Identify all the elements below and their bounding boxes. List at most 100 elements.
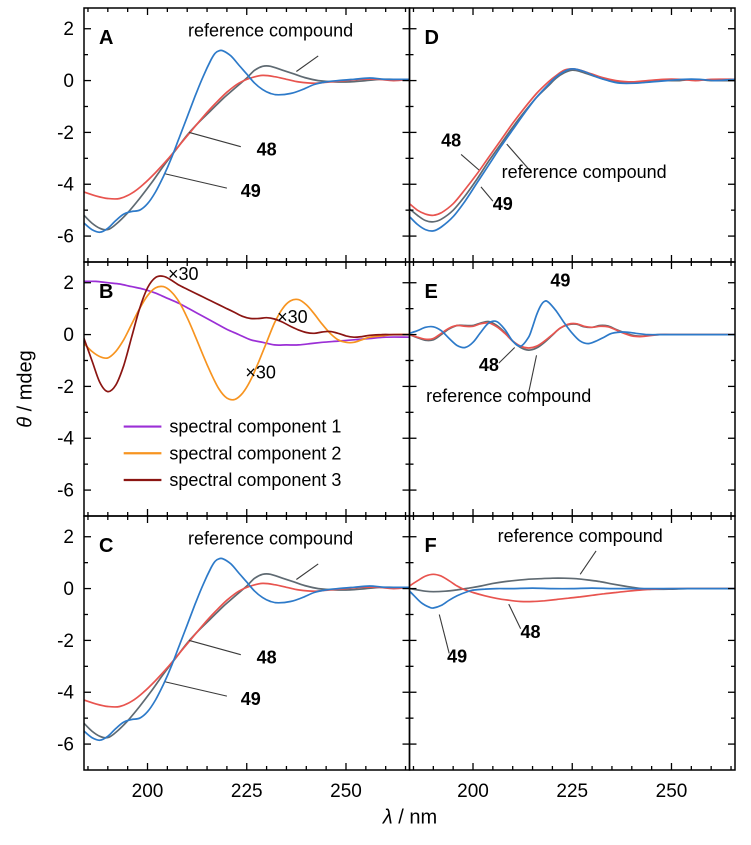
legend-label-3: spectral component 3	[169, 470, 341, 490]
panel-A-curves	[84, 49, 410, 234]
panel-E-ticks	[409, 262, 735, 516]
panel-letter-E: E	[425, 281, 438, 303]
annotation-leader-48	[189, 639, 241, 656]
panel-letter-F: F	[425, 535, 437, 557]
annotation-49: 49	[493, 194, 513, 214]
panel-A-frame	[83, 7, 411, 263]
y-tick-label: -6	[57, 735, 74, 756]
y-tick-label: -2	[57, 377, 74, 398]
annotation-48: 48	[257, 648, 277, 668]
series-49-curve	[409, 300, 735, 349]
annotation-leader-48	[189, 131, 241, 148]
panel-C-frame	[83, 515, 411, 771]
panel-F-frame	[408, 515, 736, 771]
panel-A-ticks	[84, 8, 410, 262]
series-49-curve	[409, 68, 735, 232]
y-tick-label: 2	[63, 527, 74, 548]
panel-letter-C: C	[99, 535, 113, 557]
panel-D: D 48 reference compound 49	[408, 7, 736, 263]
x-axis-title: λ / nm	[383, 807, 437, 830]
panel-D-curves	[409, 68, 735, 232]
x-axis-unit: / nm	[392, 806, 438, 829]
annotation-leader-49	[438, 614, 450, 654]
series-reference-compound-curve	[84, 573, 410, 739]
annotation-48: 48	[441, 131, 461, 151]
annotation-48: 48	[257, 140, 277, 160]
series-spectral-component-1-curve	[84, 280, 410, 346]
annotation-leader-49	[480, 186, 494, 202]
annotation-leader-48	[498, 347, 516, 364]
annotation-leader-49	[165, 173, 228, 189]
annotation-reference-compound: reference compound	[502, 162, 667, 182]
annotation-49: 49	[447, 646, 467, 666]
annotation-leader-reference-compound	[506, 143, 531, 172]
x-tick-label: 200	[132, 781, 164, 802]
y-tick-label: 0	[63, 579, 74, 600]
annotation-49: 49	[550, 271, 570, 291]
panel-F-curves	[409, 573, 735, 609]
y-axis-unit: / mdeg	[14, 350, 37, 417]
series-48-curve	[409, 68, 735, 217]
x-tick-label: 200	[457, 781, 489, 802]
annotation-leader-reference-compound	[296, 563, 319, 580]
annotation-reference-compound: reference compound	[498, 526, 663, 546]
annotation-leader-49	[165, 681, 228, 697]
panel-E-curves	[409, 300, 735, 351]
y-tick-label: -6	[57, 481, 74, 502]
annotation-30: ×30	[168, 264, 199, 284]
x-tick-label: 225	[231, 781, 263, 802]
annotation-30: ×30	[245, 363, 276, 383]
annotation-49: 49	[241, 689, 261, 709]
y-tick-label: 0	[63, 325, 74, 346]
y-tick-label: -4	[57, 429, 74, 450]
y-tick-label: -4	[57, 175, 74, 196]
y-axis-title: θ / mdeg	[15, 350, 38, 428]
legend: spectral component 1 spectral component 2…	[123, 417, 341, 490]
legend-label-2: spectral component 2	[169, 443, 341, 463]
y-tick-label: -2	[57, 631, 74, 652]
panel-F-ticks	[409, 516, 735, 770]
axis-tick-labels: 2 0 -2 -4 -6 2 0 -2 -4 -6 2 0 -2 -4 -6 200 225 250 200 225 2…	[57, 19, 687, 802]
y-tick-label: -4	[57, 683, 74, 704]
annotation-leader-48	[508, 603, 522, 629]
series-reference-compound-curve	[84, 65, 410, 231]
annotation-leader-reference-compound	[296, 55, 319, 72]
y-tick-label: -6	[57, 227, 74, 248]
annotation-49: 49	[241, 181, 261, 201]
series-49-curve	[84, 557, 410, 742]
panel-letter-B: B	[99, 281, 113, 303]
y-axis-variable: θ	[14, 416, 37, 428]
series-49-curve	[409, 587, 735, 609]
series-reference-compound-curve	[409, 577, 735, 593]
y-tick-label: 2	[63, 273, 74, 294]
x-tick-label: 250	[330, 781, 362, 802]
x-tick-label: 225	[556, 781, 588, 802]
annotation-reference-compound: reference compound	[188, 21, 353, 41]
y-tick-label: 2	[63, 19, 74, 40]
panel-E: E 49 48 reference compound	[408, 261, 736, 517]
x-axis-variable: λ	[382, 806, 393, 829]
panel-letter-A: A	[99, 27, 113, 49]
annotation-leader-reference-compound	[579, 550, 597, 575]
series-spectral-component-2-curve	[84, 285, 410, 401]
annotation-48: 48	[479, 355, 499, 375]
annotation-reference-compound: reference compound	[426, 386, 591, 406]
annotation-30: ×30	[277, 307, 308, 327]
x-tick-label: 250	[656, 781, 688, 802]
annotation-reference-compound: reference compound	[188, 529, 353, 549]
annotation-leader-48	[460, 154, 480, 171]
annotation-leader-reference-compound	[528, 355, 538, 394]
series-48-curve	[409, 321, 735, 349]
y-tick-label: 0	[63, 71, 74, 92]
series-spectral-component-3-curve	[84, 275, 410, 393]
annotation-48: 48	[521, 622, 541, 642]
series-49-curve	[84, 49, 410, 234]
panel-C-ticks	[84, 516, 410, 770]
panel-C-curves	[84, 557, 410, 742]
